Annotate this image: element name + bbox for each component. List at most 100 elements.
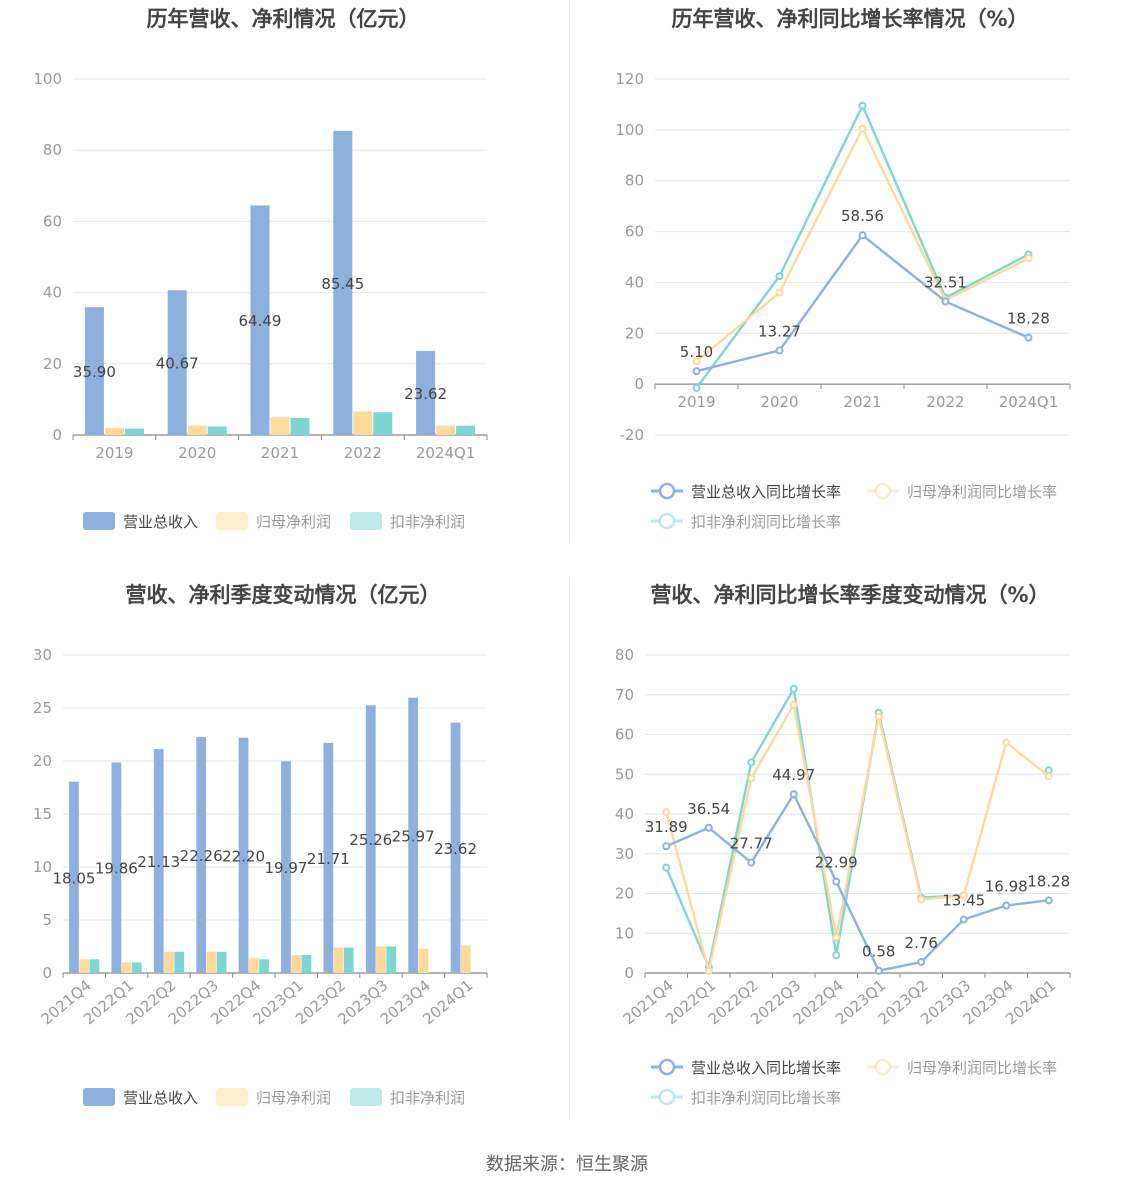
bar-net_profit bbox=[206, 951, 217, 973]
y-tick-label: 20 bbox=[615, 885, 634, 903]
bar-deducted_profit bbox=[290, 417, 310, 435]
y-tick-label: 100 bbox=[615, 121, 644, 139]
quarterly-revenue-profit-chart: 营收、净利季度变动情况（亿元）0510152025302021Q42022Q12… bbox=[33, 583, 488, 1107]
data-point-revenue bbox=[1002, 901, 1011, 910]
bar-net_profit bbox=[436, 425, 456, 435]
x-tick-label: 2020 bbox=[178, 444, 216, 462]
bar-net_profit bbox=[270, 417, 290, 435]
y-tick-label: -20 bbox=[620, 426, 645, 444]
y-tick-label: 40 bbox=[43, 284, 62, 302]
x-tick-label: 2024Q1 bbox=[999, 393, 1059, 411]
y-tick-label: 30 bbox=[33, 646, 52, 664]
data-point-deducted_profit bbox=[747, 758, 756, 767]
legend-label: 扣非净利润同比增长率 bbox=[691, 513, 841, 531]
data-label: 35.90 bbox=[73, 363, 116, 381]
y-tick-label: 80 bbox=[625, 172, 644, 190]
data-point-revenue bbox=[874, 966, 883, 975]
legend-swatch bbox=[350, 512, 382, 530]
data-label: 16.98 bbox=[985, 878, 1028, 896]
data-point-revenue bbox=[775, 346, 784, 355]
data-label: 27.77 bbox=[730, 835, 773, 853]
x-tick-label: 2022 bbox=[344, 444, 382, 462]
data-label: 19.86 bbox=[95, 860, 138, 878]
bar-net_profit bbox=[248, 958, 259, 973]
legend-label: 归母净利润同比增长率 bbox=[907, 1059, 1057, 1077]
panel-quarterly-bar: 营收、净利季度变动情况（亿元） 0 5 10 15 20 25 30 2021Q4 2022Q1 2… bbox=[0, 575, 567, 1145]
data-point-net_profit bbox=[832, 933, 841, 942]
legend-swatch bbox=[83, 1088, 115, 1106]
panel-annual-bar: 历年营收、净利情况（亿元） 0 20 40 60 80 100 2019 2020 2021 202… bbox=[0, 0, 567, 570]
y-tick-label: 40 bbox=[625, 273, 644, 291]
bar-net_profit bbox=[333, 947, 344, 973]
data-point-revenue bbox=[789, 790, 798, 799]
y-tick-label: 15 bbox=[33, 805, 52, 823]
y-tick-label: 0 bbox=[42, 964, 52, 982]
bar-revenue bbox=[167, 290, 187, 435]
series-line-revenue bbox=[665, 793, 1049, 972]
data-label: 36.54 bbox=[687, 800, 730, 818]
y-tick-label: 20 bbox=[625, 324, 644, 342]
data-label: 18.05 bbox=[52, 869, 95, 887]
x-tick-label: 2019 bbox=[677, 393, 715, 411]
data-label: 40.67 bbox=[156, 355, 199, 373]
data-label: 32.51 bbox=[924, 273, 967, 291]
x-tick-label: 2019 bbox=[95, 444, 133, 462]
data-point-net_profit bbox=[747, 774, 756, 783]
bar-deducted_profit bbox=[386, 946, 397, 973]
bar-revenue bbox=[365, 705, 376, 973]
bar-net_profit bbox=[164, 951, 174, 973]
data-point-revenue bbox=[858, 231, 867, 240]
y-tick-label: 25 bbox=[33, 699, 52, 717]
bar-revenue bbox=[323, 742, 334, 973]
bar-net_profit bbox=[104, 427, 124, 435]
data-point-deducted_profit bbox=[662, 863, 671, 872]
data-label: 13.27 bbox=[758, 322, 801, 340]
legend-swatch bbox=[83, 512, 115, 530]
x-tick-label: 2022 bbox=[926, 393, 964, 411]
legend-marker bbox=[658, 1058, 676, 1076]
panel-annual-line: 历年营收、净利同比增长率情况（%） -20 0 20 40 60 80 100 120 2019 2… bbox=[567, 0, 1134, 570]
bar-revenue bbox=[69, 781, 79, 973]
bar-net_profit bbox=[376, 946, 386, 973]
x-tick-label: 2024Q1 bbox=[416, 444, 476, 462]
y-tick-label: 50 bbox=[615, 765, 634, 783]
legend-label: 归母净利润 bbox=[256, 513, 331, 531]
legend-marker bbox=[874, 482, 892, 500]
legend-swatch bbox=[216, 512, 248, 530]
data-point-deducted_profit bbox=[832, 951, 841, 960]
data-point-deducted_profit bbox=[858, 101, 867, 110]
data-point-net_profit bbox=[692, 357, 701, 366]
panel-divider-bottom bbox=[569, 578, 570, 1118]
data-point-revenue bbox=[747, 858, 756, 867]
data-label: 85.45 bbox=[321, 275, 364, 293]
y-tick-label: 60 bbox=[625, 223, 644, 241]
bar-deducted_profit bbox=[373, 412, 393, 435]
bar-revenue bbox=[416, 350, 436, 435]
y-tick-label: 100 bbox=[33, 70, 62, 88]
bar-deducted_profit bbox=[216, 951, 227, 973]
bar-net_profit bbox=[121, 962, 132, 973]
data-point-deducted_profit bbox=[789, 684, 798, 693]
data-label: 5.10 bbox=[680, 343, 713, 361]
data-label: 21.13 bbox=[137, 853, 180, 871]
series-line-net_profit bbox=[665, 703, 1050, 973]
data-point-revenue bbox=[959, 915, 968, 924]
bar-revenue bbox=[250, 205, 270, 435]
chart-title: 营收、净利季度变动情况（亿元） bbox=[126, 583, 441, 607]
panel-divider-top bbox=[569, 0, 570, 542]
chart-title: 历年营收、净利同比增长率情况（%） bbox=[671, 7, 1028, 31]
data-point-revenue bbox=[662, 842, 671, 851]
bar-net_profit bbox=[291, 954, 302, 973]
y-tick-label: 20 bbox=[33, 752, 52, 770]
data-label: 31.89 bbox=[645, 818, 688, 836]
legend-label: 归母净利润同比增长率 bbox=[907, 483, 1057, 501]
data-point-net_profit bbox=[1044, 772, 1053, 781]
data-label: 25.97 bbox=[392, 827, 435, 845]
quarterly-growth-rate-chart: 营收、净利同比增长率季度变动情况（%）010203040506070802021… bbox=[615, 583, 1071, 1107]
y-tick-label: 80 bbox=[615, 646, 634, 664]
bar-net_profit bbox=[418, 948, 429, 973]
bar-net_profit bbox=[460, 945, 471, 973]
y-tick-label: 80 bbox=[43, 141, 62, 159]
y-tick-label: 40 bbox=[615, 805, 634, 823]
y-tick-label: 60 bbox=[43, 212, 62, 230]
